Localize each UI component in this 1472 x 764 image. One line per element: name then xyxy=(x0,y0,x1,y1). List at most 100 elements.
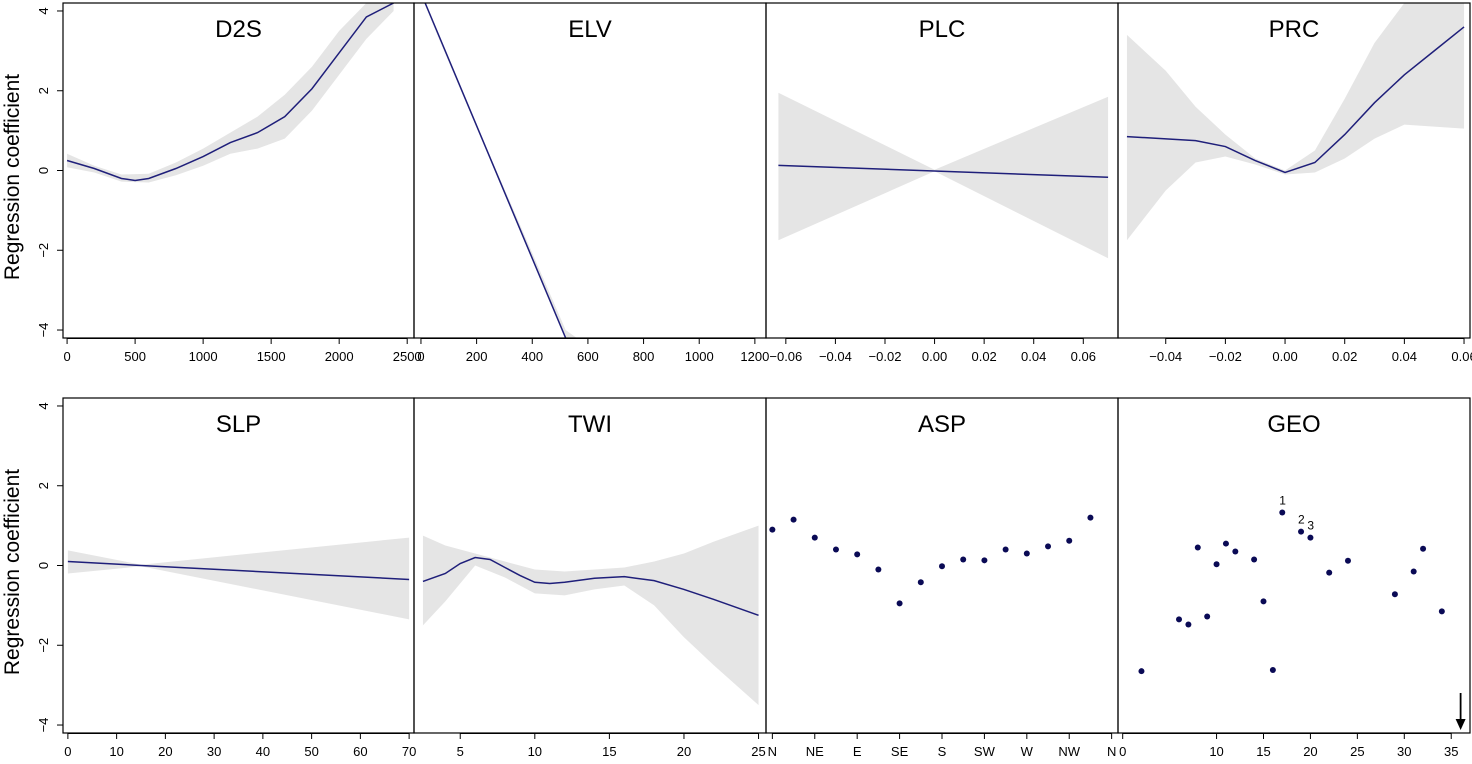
y-tick-label: −2 xyxy=(36,638,51,653)
panel-frame xyxy=(1117,397,1471,734)
confidence-band xyxy=(422,525,759,706)
data-point xyxy=(896,600,903,607)
x-tick-label: −0.06 xyxy=(769,349,802,364)
data-point xyxy=(1260,598,1267,605)
panel-prc: PRC −0.04 −0.02 0.00 0.02 0.04 0.06 xyxy=(1117,2,1472,364)
panel-title: GEO xyxy=(1267,411,1320,438)
panel-asp: ASP N NE E SE S SW W NW N xyxy=(765,397,1119,759)
x-tick-label: 0.04 xyxy=(1021,349,1046,364)
x-tick-label: 600 xyxy=(577,349,599,364)
x-tick-label: 15 xyxy=(602,744,616,759)
fitted-line xyxy=(422,556,759,617)
x-tick-label: −0.02 xyxy=(869,349,902,364)
x-tick-label: 10 xyxy=(109,744,123,759)
x-tick-label: 30 xyxy=(207,744,221,759)
data-point xyxy=(1176,616,1183,623)
y-tick-label: −4 xyxy=(36,323,51,338)
panel-twi: TWI 5 10 15 20 25 xyxy=(413,397,767,759)
y-tick-label: 0 xyxy=(36,167,51,174)
data-point xyxy=(1045,543,1052,550)
x-tick-label: S xyxy=(938,744,947,759)
y-axis-label-bottom: Regression coefficient xyxy=(1,469,24,675)
panel-title: TWI xyxy=(568,411,612,438)
plot-area xyxy=(778,92,1109,259)
x-tick-label: SW xyxy=(974,744,996,759)
x-tick-label: −0.02 xyxy=(1209,349,1242,364)
plot-area xyxy=(422,525,759,706)
data-point xyxy=(1269,666,1276,673)
x-tick-label: 1200 xyxy=(740,349,769,364)
data-point xyxy=(917,579,924,586)
y-tick-label: 2 xyxy=(36,87,51,94)
x-tick-label: 50 xyxy=(304,744,318,759)
fitted-line xyxy=(67,560,410,581)
data-point xyxy=(1391,591,1398,598)
panel-frame xyxy=(62,2,415,339)
data-point xyxy=(939,563,945,570)
plot-area xyxy=(1138,509,1445,675)
x-tick-label: 500 xyxy=(124,349,146,364)
x-tick-label: 60 xyxy=(353,744,367,759)
data-point xyxy=(1066,537,1073,544)
data-point xyxy=(1222,540,1229,547)
x-tick-label: 1000 xyxy=(685,349,714,364)
y-tick-label: −2 xyxy=(36,243,51,258)
point-label: 1 xyxy=(1279,493,1286,507)
confidence-band xyxy=(778,92,1109,259)
confidence-band xyxy=(1126,3,1465,241)
panel-elv: ELV 0 200 400 600 800 1000 1200 xyxy=(413,2,769,364)
data-point xyxy=(1420,545,1427,552)
panel-title: PLC xyxy=(919,16,966,43)
data-point xyxy=(1138,668,1145,675)
x-tick-label: −0.04 xyxy=(819,349,852,364)
x-tick-label: 5 xyxy=(457,744,464,759)
x-tick-label: 200 xyxy=(466,349,488,364)
x-tick-label: 2000 xyxy=(325,349,354,364)
data-point xyxy=(1251,556,1258,563)
data-point xyxy=(1002,546,1009,553)
x-tick-label: 2500 xyxy=(393,349,422,364)
panel-title: D2S xyxy=(215,16,262,43)
x-tick-label: 20 xyxy=(677,744,691,759)
x-tick-label: 400 xyxy=(521,349,543,364)
confidence-band xyxy=(67,3,394,183)
x-tick-label: 10 xyxy=(528,744,542,759)
data-point xyxy=(1194,544,1201,551)
x-tick-label: W xyxy=(1021,744,1034,759)
x-tick-label: 15 xyxy=(1256,744,1270,759)
data-point xyxy=(1298,528,1305,535)
data-point xyxy=(1344,557,1351,564)
data-point xyxy=(1326,569,1333,576)
panel-geo: 12 3 GEO 0 10 15 20 25 30 35 xyxy=(1117,397,1471,759)
data-point xyxy=(1279,509,1286,516)
fitted-line xyxy=(424,3,567,338)
data-point xyxy=(832,546,839,553)
x-tick-label: 0.00 xyxy=(1272,349,1297,364)
y-tick-label: 0 xyxy=(36,562,51,569)
y-tick-label: −4 xyxy=(36,718,51,733)
data-point xyxy=(1307,534,1314,541)
y-tick-label: 2 xyxy=(36,482,51,489)
x-tick-label: 0.00 xyxy=(922,349,947,364)
plot-area xyxy=(67,537,410,620)
data-point xyxy=(1410,568,1417,575)
panel-slp: SLP 0 10 20 30 40 50 60 70 −4 −2 0 2 4 xyxy=(36,397,416,759)
y-tick-label: 4 xyxy=(36,402,51,409)
data-point xyxy=(1204,613,1211,620)
data-point xyxy=(811,534,818,541)
x-tick-label: 35 xyxy=(1444,744,1458,759)
x-tick-label: N xyxy=(768,744,777,759)
data-point xyxy=(854,551,861,558)
plot-area xyxy=(66,3,394,183)
x-tick-label: 0.04 xyxy=(1392,349,1417,364)
arrow-down-icon xyxy=(1455,719,1466,730)
x-tick-label: N xyxy=(1107,744,1116,759)
plot-area xyxy=(423,3,577,338)
x-tick-label: 0 xyxy=(64,744,71,759)
data-point xyxy=(1087,514,1094,521)
confidence-band xyxy=(67,537,410,620)
x-tick-label: 0.02 xyxy=(971,349,996,364)
data-point xyxy=(1438,608,1445,615)
panel-title: ASP xyxy=(918,411,966,438)
